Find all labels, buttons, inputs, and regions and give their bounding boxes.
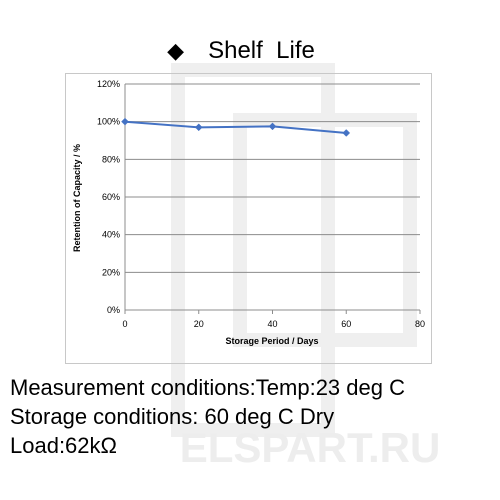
x-tick-label: 80 [415, 319, 425, 329]
load-conditions: Load:62kΩ [10, 433, 117, 458]
y-tick-label: 80% [102, 154, 120, 164]
series-line [124, 120, 347, 134]
x-tick-labels: 0 20 40 60 80 [122, 319, 425, 329]
gridlines [125, 83, 420, 273]
y-tick-label: 20% [102, 267, 120, 277]
y-tick-labels: 0% 20% 40% 60% 80% 100% 120% [97, 79, 120, 315]
y-tick-label: 60% [102, 192, 120, 202]
measurement-conditions: Measurement conditions:Temp:23 deg C [10, 375, 405, 400]
y-axis-label: Retention of Capacity / % [72, 144, 82, 252]
storage-conditions: Storage conditions: 60 deg C Dry [10, 404, 335, 429]
data-point [268, 122, 277, 131]
x-tick-label: 40 [267, 319, 277, 329]
y-tick-label: 40% [102, 230, 120, 240]
x-tick-label: 20 [194, 319, 204, 329]
black-diamond-icon: ◆ [167, 38, 185, 63]
page-title: Shelf Life [208, 37, 315, 64]
y-tick-label: 100% [97, 117, 120, 127]
x-axis-label: Storage Period / Days [225, 336, 318, 346]
y-tick-label: 0% [107, 305, 120, 315]
data-point [194, 123, 203, 132]
series [121, 117, 351, 137]
title-row: ◆ Shelf Life [0, 34, 500, 68]
x-tick-label: 0 [122, 319, 127, 329]
data-point [121, 117, 129, 126]
conditions-text: Measurement conditions:Temp:23 deg C Sto… [10, 373, 500, 460]
axes [124, 84, 421, 314]
y-tick-label: 120% [97, 79, 120, 89]
chart-frame [65, 73, 432, 364]
data-point [342, 129, 351, 137]
x-tick-label: 60 [341, 319, 351, 329]
